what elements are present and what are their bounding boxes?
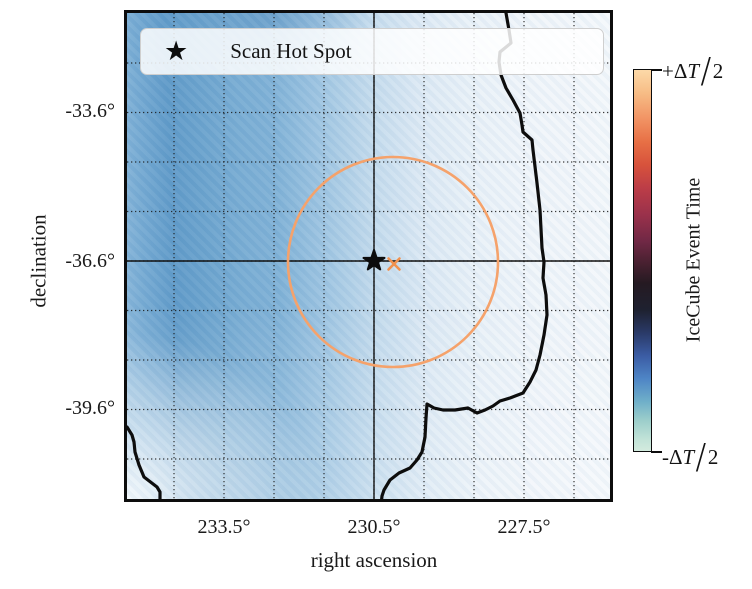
time-variable: T bbox=[682, 444, 695, 469]
delta-symbol: Δ bbox=[669, 444, 683, 469]
star-icon: ★ bbox=[164, 36, 189, 67]
hotspot-star-marker bbox=[362, 249, 386, 271]
colorbar-top-label: + Δ T/2 bbox=[662, 49, 724, 95]
legend: ★ Scan Hot Spot bbox=[140, 28, 604, 75]
x-axis-label: right ascension bbox=[310, 548, 438, 572]
minus-sign: - bbox=[662, 444, 669, 469]
probability-band-heatmap bbox=[127, 13, 610, 499]
colorbar-gradient bbox=[633, 69, 652, 452]
error-circle bbox=[286, 155, 500, 369]
denominator: 2 bbox=[707, 444, 719, 469]
x-tick-233-5: 233.5° bbox=[197, 516, 251, 538]
contour-line-lower-left bbox=[127, 425, 162, 499]
legend-label: Scan Hot Spot bbox=[230, 39, 352, 63]
plus-sign: + bbox=[662, 58, 674, 83]
time-variable: T bbox=[687, 58, 700, 83]
x-marker-icon bbox=[387, 257, 401, 271]
colorbar-axis-label: IceCube Event Time bbox=[682, 177, 705, 343]
map-overlay-svg bbox=[127, 13, 610, 499]
y-tick-minus-36-6: -36.6° bbox=[65, 250, 115, 272]
x-tick-227-5: 227.5° bbox=[497, 516, 551, 538]
colorbar-bottom-label: - Δ T/2 bbox=[662, 435, 719, 481]
contour-line-right bbox=[380, 13, 549, 499]
x-tick-230-5: 230.5° bbox=[347, 516, 401, 538]
sky-map-plot: ★ Scan Hot Spot bbox=[124, 10, 613, 502]
delta-symbol: Δ bbox=[673, 58, 688, 83]
y-tick-minus-39-6: -39.6° bbox=[65, 397, 115, 419]
colorbar-bottom-tick-mark bbox=[651, 451, 662, 453]
y-tick-minus-33-6: -33.6° bbox=[65, 100, 115, 122]
colorbar-top-tick-mark bbox=[651, 69, 662, 71]
denominator: 2 bbox=[712, 58, 724, 83]
